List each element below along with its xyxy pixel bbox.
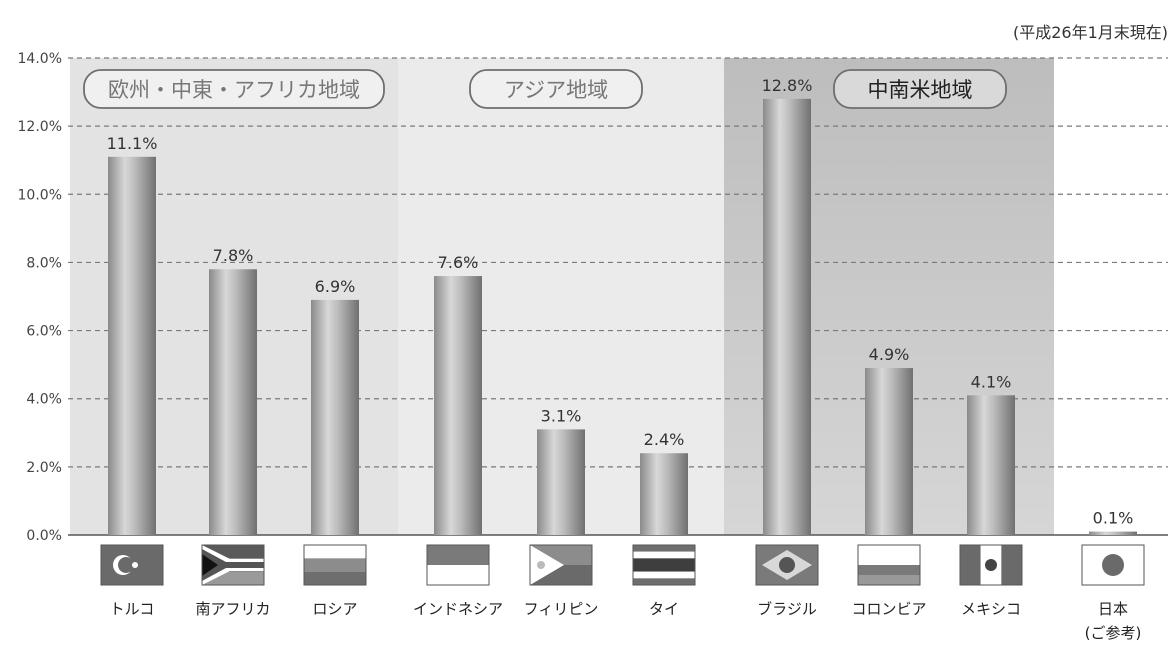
south-africa-flag-icon [201, 544, 265, 586]
value-label: 4.9% [869, 345, 910, 364]
value-label: 11.1% [107, 134, 158, 153]
thailand-flag-icon [632, 544, 696, 586]
value-label: 7.6% [438, 253, 479, 272]
labels: 0.0% 2.0% 4.0% 6.0% 8.0% 10.0% 12.0% 14.0% 欧州・中東… [18, 51, 1142, 642]
y-tick-label: 14.0% [18, 51, 62, 67]
y-tick-label: 8.0% [26, 255, 62, 271]
bar-6 [763, 98, 811, 535]
value-label: 7.8% [213, 246, 254, 265]
value-label: 2.4% [644, 430, 685, 449]
bar-0 [108, 156, 156, 536]
category-label: ロシア [312, 600, 357, 618]
philippines-flag-icon [529, 544, 593, 586]
category-label: メキシコ [961, 600, 1021, 618]
brazil-flag-icon [755, 544, 819, 586]
value-label: 12.8% [762, 76, 813, 95]
y-tick-label: 10.0% [18, 187, 62, 203]
region-label: 欧州・中東・アフリカ地域 [108, 78, 360, 102]
category-label: 南アフリカ [195, 600, 270, 618]
value-label: 0.1% [1093, 509, 1134, 528]
bar-1 [209, 269, 257, 535]
bar-7 [865, 368, 913, 535]
y-tick-label: 12.0% [18, 119, 62, 135]
category-label: フィリピン [524, 600, 599, 618]
russia-flag-icon [303, 544, 367, 586]
category-label: トルコ [110, 600, 155, 618]
value-label: 3.1% [541, 406, 582, 425]
value-label: 6.9% [315, 277, 356, 296]
category-label: タイ [649, 600, 679, 618]
region-badge [469, 69, 643, 109]
bar-2 [311, 299, 359, 535]
date-note: (平成26年1月末現在) [1013, 23, 1168, 42]
indonesia-flag-icon [426, 544, 490, 586]
category-label: インドネシア [413, 600, 503, 618]
y-tick-label: 6.0% [26, 324, 62, 340]
y-tick-label: 2.0% [26, 460, 62, 476]
value-label: 4.1% [971, 372, 1012, 391]
region-badge [833, 69, 1007, 109]
region-badge [83, 69, 385, 109]
bars [108, 98, 1137, 536]
region-label: 中南米地域 [868, 78, 973, 102]
bar-8 [967, 395, 1015, 535]
category-label: 日本 [1098, 600, 1128, 618]
bar-3 [434, 276, 482, 535]
y-tick-label: 4.0% [26, 392, 62, 408]
mexico-flag-icon [959, 544, 1023, 586]
colombia-flag-icon [857, 544, 921, 586]
bar-9 [1089, 531, 1137, 535]
turkey-flag-icon [100, 544, 164, 586]
category-label: コロンビア [851, 600, 926, 618]
bar-5 [640, 453, 688, 535]
category-label: (ご参考) [1085, 624, 1142, 642]
flags [100, 544, 1145, 586]
bar-4 [537, 429, 585, 535]
region-label: アジア地域 [504, 78, 608, 102]
y-tick-label: 0.0% [26, 528, 62, 544]
japan-flag-icon [1081, 544, 1145, 586]
category-label: ブラジル [757, 600, 817, 618]
